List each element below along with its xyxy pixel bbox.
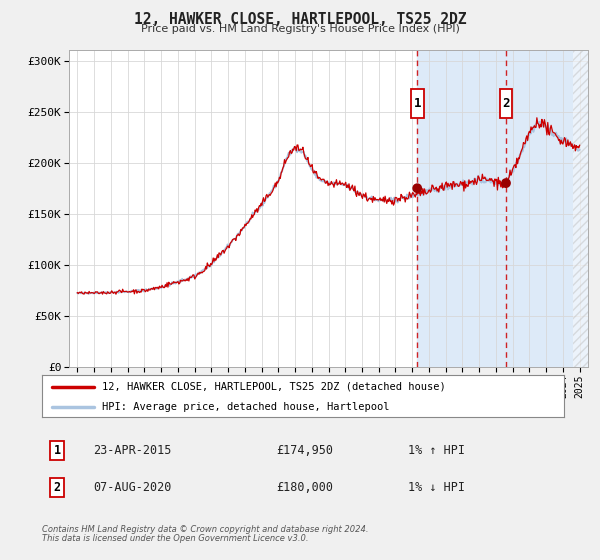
Bar [417,50,588,367]
FancyBboxPatch shape [411,89,424,118]
Text: 1: 1 [53,444,61,458]
Text: 07-AUG-2020: 07-AUG-2020 [93,480,172,494]
Text: 2: 2 [502,97,510,110]
Text: £180,000: £180,000 [276,480,333,494]
Point [412,184,422,193]
Text: Price paid vs. HM Land Registry's House Price Index (HPI): Price paid vs. HM Land Registry's House … [140,24,460,34]
Text: £174,950: £174,950 [276,444,333,458]
Text: 23-APR-2015: 23-APR-2015 [93,444,172,458]
Text: Contains HM Land Registry data © Crown copyright and database right 2024.: Contains HM Land Registry data © Crown c… [42,525,368,534]
Point [501,179,511,188]
FancyBboxPatch shape [500,89,512,118]
Text: 1% ↑ HPI: 1% ↑ HPI [408,444,465,458]
Text: HPI: Average price, detached house, Hartlepool: HPI: Average price, detached house, Hart… [102,402,389,412]
Text: 12, HAWKER CLOSE, HARTLEPOOL, TS25 2DZ (detached house): 12, HAWKER CLOSE, HARTLEPOOL, TS25 2DZ (… [102,382,446,392]
Text: 1: 1 [413,97,421,110]
Text: 12, HAWKER CLOSE, HARTLEPOOL, TS25 2DZ: 12, HAWKER CLOSE, HARTLEPOOL, TS25 2DZ [134,12,466,27]
Bar [572,50,588,367]
Text: 2: 2 [53,480,61,494]
Text: This data is licensed under the Open Government Licence v3.0.: This data is licensed under the Open Gov… [42,534,308,543]
Text: 1% ↓ HPI: 1% ↓ HPI [408,480,465,494]
